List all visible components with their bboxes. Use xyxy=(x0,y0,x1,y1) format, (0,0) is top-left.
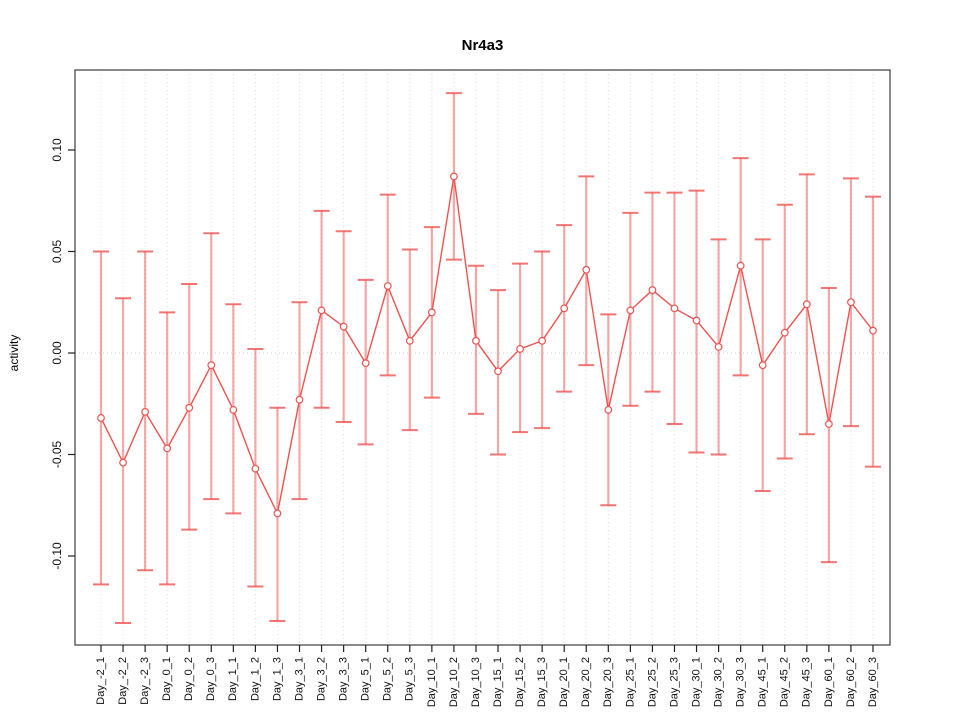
x-tick-label: Day_0_3 xyxy=(205,657,217,701)
data-point xyxy=(780,328,789,337)
x-tick-label: Day_0_1 xyxy=(161,657,173,701)
data-point xyxy=(824,420,833,428)
x-tick-label: Day_25_3 xyxy=(668,657,680,707)
data-point xyxy=(472,336,480,345)
data-point xyxy=(560,304,569,313)
x-tick-label: Day_60_3 xyxy=(867,657,879,707)
x-tick-label: Day_0_2 xyxy=(183,657,195,701)
x-tick-label: Day_30_3 xyxy=(735,657,747,707)
x-tick-label: Day_25_1 xyxy=(624,657,636,707)
data-point xyxy=(185,403,194,412)
x-tick-label: Day_25_2 xyxy=(646,657,658,707)
data-point xyxy=(229,405,238,414)
data-point xyxy=(604,405,613,414)
data-point xyxy=(538,336,547,345)
x-tick-label: Day_45_3 xyxy=(801,657,813,707)
data-point xyxy=(758,361,767,370)
data-point xyxy=(847,298,855,307)
x-tick-label: Day_3_1 xyxy=(293,657,305,701)
series-line xyxy=(100,176,874,516)
x-tick-label: Day_20_2 xyxy=(580,657,592,707)
x-tick-label: Day_-2_2 xyxy=(117,657,129,705)
x-tick-label: Day_60_2 xyxy=(845,657,857,707)
x-tick-label: Day_1_3 xyxy=(271,657,283,701)
plot-border xyxy=(74,69,891,646)
data-point xyxy=(295,395,304,404)
data-point xyxy=(405,336,414,345)
x-tick-label: Day_1_1 xyxy=(227,657,239,701)
x-tick-label: Day_15_1 xyxy=(492,657,504,707)
x-tick-label: Day_3_2 xyxy=(315,657,327,701)
data-point xyxy=(97,414,105,422)
y-axis-label: activity xyxy=(7,334,21,372)
x-tick-label: Day_45_2 xyxy=(779,657,791,707)
data-point xyxy=(427,308,436,317)
x-tick-label: Day_-2_1 xyxy=(95,657,107,705)
data-point xyxy=(317,306,326,315)
data-point xyxy=(141,407,150,416)
data-point xyxy=(714,343,723,351)
x-tick-label: Day_10_3 xyxy=(470,657,482,707)
data-point xyxy=(516,345,524,353)
x-tick-label: Day_20_1 xyxy=(558,657,570,707)
x-tick-label: Day_30_2 xyxy=(713,657,725,707)
data-point xyxy=(494,367,502,376)
y-tick-label: 0.10 xyxy=(50,138,64,162)
data-point xyxy=(119,458,127,467)
data-point xyxy=(626,306,635,315)
data-point xyxy=(648,286,657,294)
x-tick-label: Day_-2_3 xyxy=(139,657,151,705)
x-tick-label: Day_20_3 xyxy=(602,657,614,707)
data-point xyxy=(582,265,591,274)
y-tick-label: -0.10 xyxy=(50,542,64,570)
data-point xyxy=(207,361,216,370)
x-tick-label: Day_10_1 xyxy=(426,657,438,707)
x-tick-label: Day_5_2 xyxy=(382,657,394,701)
x-tick-label: Day_15_3 xyxy=(536,657,548,707)
x-tick-label: Day_30_1 xyxy=(690,657,702,707)
data-point xyxy=(383,282,392,290)
x-tick-label: Day_3_3 xyxy=(338,657,350,701)
y-tick-label: -0.05 xyxy=(50,441,64,469)
x-tick-label: Day_10_2 xyxy=(448,657,460,707)
data-point xyxy=(450,172,458,181)
data-point xyxy=(251,464,260,473)
chart-title: Nr4a3 xyxy=(461,37,504,54)
x-tick-label: Day_45_1 xyxy=(757,657,769,707)
x-tick-label: Day_5_1 xyxy=(360,657,372,701)
data-point xyxy=(736,261,745,270)
data-point xyxy=(670,304,679,313)
data-point xyxy=(273,509,282,518)
x-tick-label: Day_1_2 xyxy=(249,657,261,701)
data-point xyxy=(163,444,172,453)
y-tick-label: 0.05 xyxy=(50,239,64,263)
data-point xyxy=(339,322,348,331)
x-tick-label: Day_60_1 xyxy=(823,657,835,707)
x-tick-label: Day_15_2 xyxy=(514,657,526,707)
y-tick-label: 0.00 xyxy=(50,341,64,365)
data-point xyxy=(802,300,811,309)
data-point xyxy=(869,326,877,335)
data-point xyxy=(692,316,701,325)
data-point xyxy=(361,359,370,368)
x-tick-label: Day_5_3 xyxy=(404,657,416,701)
